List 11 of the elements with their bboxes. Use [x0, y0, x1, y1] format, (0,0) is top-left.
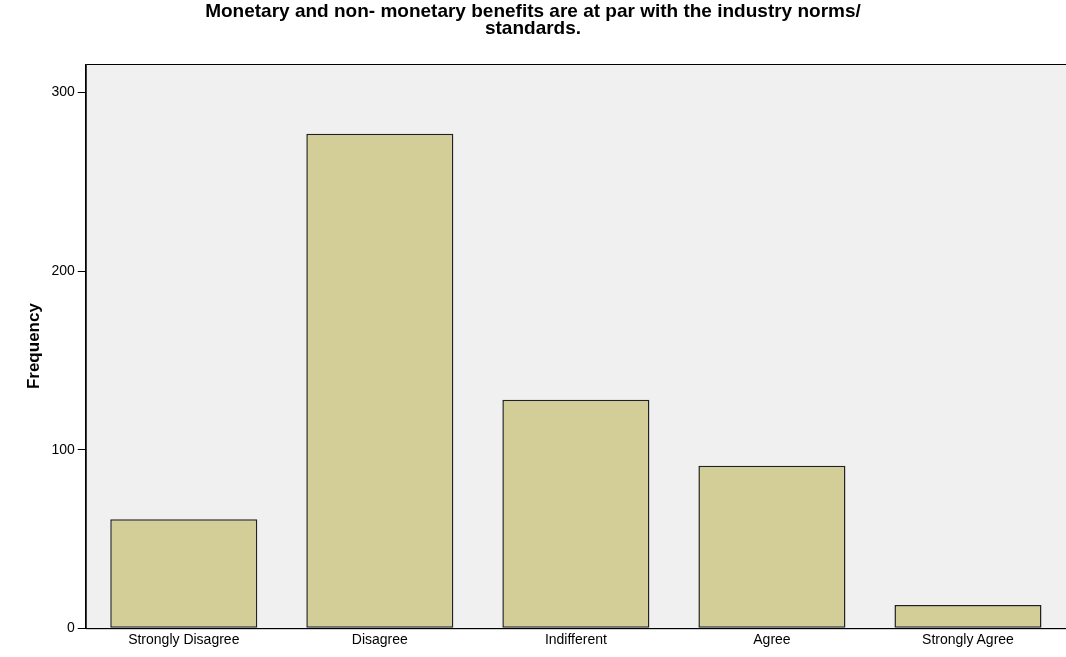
y-tick-label: 200: [51, 261, 75, 278]
x-tick-label: Disagree: [351, 631, 409, 648]
chart-title: Monetary and non- monetary benefits are at par with the industry norms/ standards.: [204, 0, 862, 38]
x-tick-label: Strongly Agree: [922, 631, 1015, 648]
x-tick-label: Strongly Disagree: [128, 631, 240, 648]
y-tick-label: 100: [51, 440, 75, 457]
x-tick-label: Indifferent: [544, 631, 607, 648]
y-tick-label: 0: [66, 619, 75, 636]
x-tick-label: Agree: [753, 631, 791, 648]
y-tick-label: 300: [51, 83, 75, 100]
y-axis-title: Frequency: [23, 302, 43, 390]
